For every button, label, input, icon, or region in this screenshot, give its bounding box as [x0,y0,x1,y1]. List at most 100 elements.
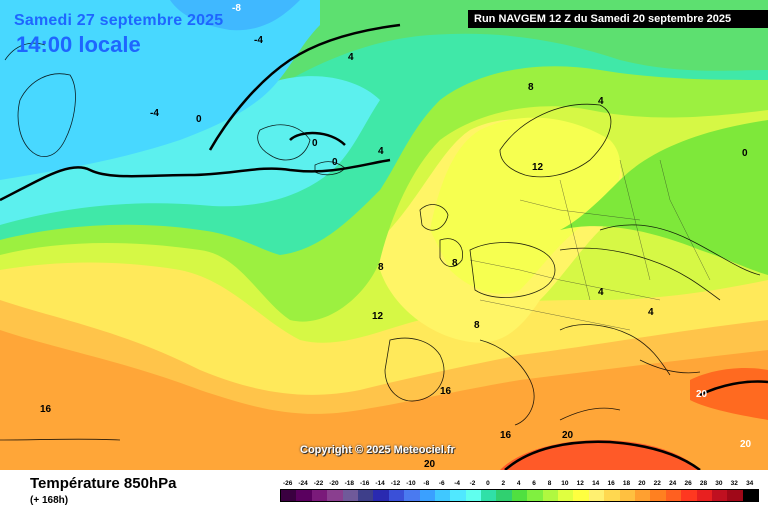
zone-blue [170,0,300,31]
legend-color-cell [342,490,358,501]
contour-label: 16 [440,386,452,397]
contour-label: 12 [532,162,544,173]
legend-color-cell [665,490,682,501]
forecast-date: Samedi 27 septembre 2025 [14,12,224,29]
zone-yellow-north [430,117,621,294]
legend-color-cell [419,490,435,501]
contour-label: 4 [598,96,604,107]
contour-label: -4 [254,35,263,46]
legend-tick-label: 32 [730,480,738,487]
legend-tick-label: 26 [684,480,692,487]
contour-label: 0 [332,157,338,168]
zone-cyan [0,0,320,180]
copyright-notice: Copyright © 2025 Meteociel.fr [300,444,455,456]
legend-tick-label: -26 [282,480,293,487]
contour-label: 20 [740,439,752,450]
legend-tick-label: 14 [592,480,600,487]
legend-tick-label: 24 [669,480,677,487]
legend-color-cell [465,490,482,501]
legend-tick-label: 34 [746,480,754,487]
legend-color-cell [711,490,728,501]
legend-color-cell [296,490,312,501]
legend-tick-label: -18 [344,480,354,487]
legend-tick-label: -4 [454,480,460,487]
legend-tick-label: 10 [561,480,569,487]
legend-tick-label: 0 [486,480,490,487]
legend-color-cell [650,490,666,501]
legend-color-cell [404,490,420,501]
coastlines [0,42,761,441]
contour-label: 8 [452,258,458,269]
legend-color-cell [681,490,697,501]
legend-color-cell [527,490,543,501]
color-legend-bar [280,489,760,502]
legend-tick-label: -6 [438,480,445,487]
contour-label: 4 [348,52,354,63]
legend-tick-label: 16 [607,480,615,487]
legend-tick-label: 6 [532,480,536,487]
legend-color-cell [619,490,635,501]
contour-label: 4 [378,146,384,157]
legend-tick-label: 22 [653,480,661,487]
legend-tick-label: -22 [313,480,324,487]
contour-label: 20 [424,459,436,470]
contour-label: 0 [742,148,748,159]
parameter-title: Température 850hPa [30,475,177,492]
legend-tick-label: 4 [516,480,521,487]
contour-label: 20 [696,389,708,400]
isotherm-lines [0,23,768,470]
contour-label: 16 [40,404,52,415]
legend-tick-label: -8 [423,480,430,487]
legend-color-cell [496,490,512,501]
legend-color-cell [634,490,651,501]
contour-label: 8 [378,262,384,273]
legend-color-cell [604,490,620,501]
contour-label: 4 [598,287,604,298]
temperature-map [0,0,768,470]
contour-label: 0 [196,114,202,125]
contour-label: 4 [648,307,654,318]
legend-tick-label: -20 [329,480,339,487]
map-area: Samedi 27 septembre 2025 14:00 locale Ru… [0,0,768,470]
legend-tick-label: 8 [547,480,552,487]
contour-label: 8 [474,320,480,331]
contour-label: 20 [562,430,574,441]
legend-color-cell [511,490,528,501]
legend-tick-label: -16 [359,480,370,487]
legend-tick-label: 12 [576,480,584,487]
legend-color-cell [727,490,743,501]
legend-color-cell [588,490,605,501]
legend-color-cell [558,490,574,501]
legend-tick-label: 18 [622,480,631,487]
legend-color-cell [434,490,451,501]
legend-tick-label: -12 [390,480,401,487]
legend-color-cell [450,490,466,501]
legend-tick-label: 20 [638,480,646,487]
legend-color-cell [281,490,297,501]
legend-color-cell [311,490,328,501]
legend-tick-labels: -26 -24 -22 -20 -18 -16 -14 -12 -10 -8 -6 -4 -2 0 2 4 6 8… [280,480,760,490]
forecast-offset: (+ 168h) [30,495,69,506]
legend-color-cell [742,490,759,501]
map-footer: Température 850hPa (+ 168h) -26 -24 -22 -20… [0,470,768,512]
contour-label: 8 [528,82,534,93]
legend-color-cell [696,490,712,501]
legend-tick-label: 28 [699,480,708,487]
contour-label: -8 [232,3,241,14]
legend-tick-label: 2 [501,480,506,487]
contour-label: 16 [500,430,512,441]
legend-tick-label: 30 [715,480,723,487]
legend-tick-label: -24 [298,480,308,487]
legend-tick-label: -14 [375,480,385,487]
legend-color-cell [373,490,389,501]
forecast-time: 14:00 locale [16,32,141,57]
legend-tick-label: -2 [469,480,476,487]
zone-green-east [560,120,768,275]
legend-color-cell [357,490,374,501]
country-borders [469,159,711,331]
legend-tick-label: -10 [406,480,416,487]
model-run-label: Run NAVGEM 12 Z du Samedi 20 septembre 2… [468,10,768,28]
legend-color-cell [388,490,405,501]
legend-color-cell [573,490,589,501]
contour-label: 12 [372,311,384,322]
